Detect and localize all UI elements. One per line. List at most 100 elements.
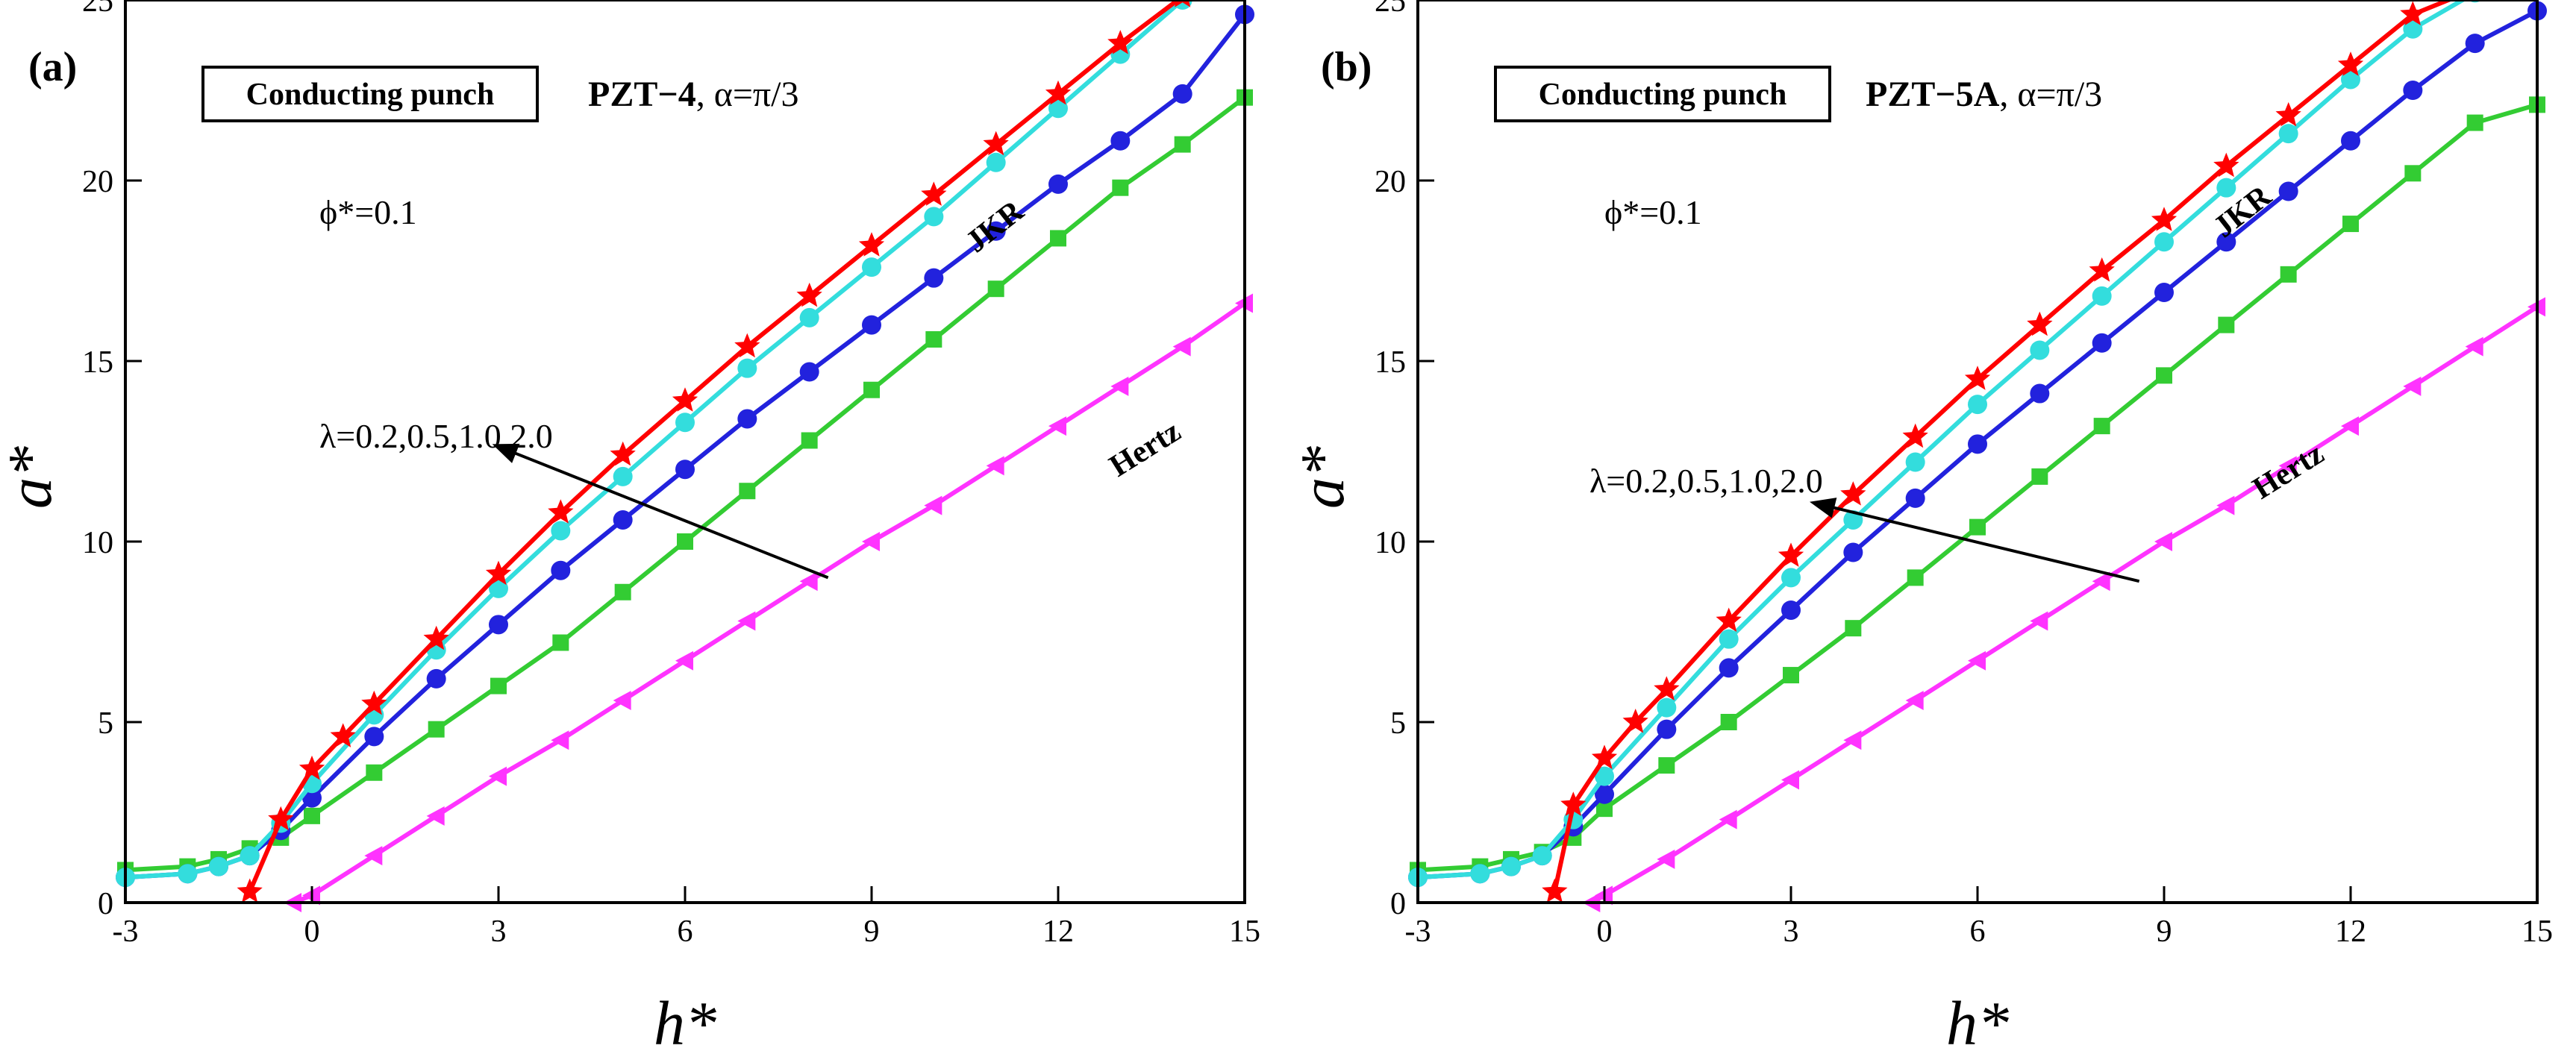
x-tick-label: 9: [2157, 915, 2172, 949]
series-1: [117, 89, 1253, 879]
data-point: [1719, 658, 1739, 678]
data-point: [428, 721, 445, 738]
data-point: [1172, 84, 1192, 104]
y-tick-label: 0: [1390, 887, 1406, 921]
data-point: [2218, 316, 2235, 333]
data-point: [2027, 311, 2053, 336]
data-point: [1112, 179, 1129, 196]
data-point: [1902, 423, 1928, 448]
y-tick-label: 10: [1375, 526, 1406, 560]
data-point: [489, 766, 507, 786]
x-tick-label: 0: [304, 915, 320, 949]
conducting-punch-label: Conducting punch: [246, 78, 495, 112]
data-point: [1175, 0, 1191, 7]
data-point: [1969, 518, 1986, 536]
plot-area: [116, 0, 1254, 912]
y-axis-label: a*: [0, 446, 65, 509]
data-point: [1657, 719, 1677, 739]
data-point: [1719, 629, 1739, 649]
data-point: [799, 571, 818, 592]
y-tick-label: 20: [82, 165, 113, 199]
data-point: [862, 257, 881, 277]
series-line: [125, 0, 1184, 880]
data-point: [2092, 286, 2112, 306]
data-point: [1591, 744, 1618, 769]
series-line: [125, 13, 1247, 880]
data-point: [2465, 336, 2483, 357]
x-tick-label: 12: [1042, 915, 1074, 949]
data-point: [986, 221, 1006, 241]
data-point: [1045, 80, 1072, 105]
data-point: [675, 460, 695, 480]
data-point: [2341, 69, 2360, 90]
data-point: [304, 807, 320, 824]
data-point: [1781, 568, 1801, 588]
data-point: [548, 499, 574, 524]
lambda-label: λ=0.2,0.5,1.0,2.0: [319, 417, 553, 455]
data-point: [2403, 19, 2423, 39]
data-point: [2403, 81, 2423, 100]
data-point: [986, 456, 1004, 476]
data-point: [2278, 181, 2298, 201]
data-point: [1174, 136, 1191, 153]
y-tick-label: 5: [98, 706, 113, 741]
data-point: [2216, 232, 2236, 252]
data-point: [1658, 757, 1675, 774]
phi-label: ϕ*=0.1: [1604, 193, 1702, 231]
data-point: [178, 864, 198, 884]
conducting-punch-box: [201, 66, 539, 122]
data-point: [924, 495, 942, 515]
data-point: [2342, 216, 2359, 233]
data-point: [426, 668, 446, 689]
data-point: [1050, 230, 1066, 247]
data-point: [2093, 418, 2110, 435]
x-tick-label: 12: [2335, 915, 2366, 949]
data-point: [2216, 495, 2235, 515]
data-point: [862, 532, 880, 551]
x-tick-label: 15: [2522, 915, 2553, 949]
data-point: [2092, 333, 2112, 353]
data-point: [1501, 856, 1521, 876]
data-point: [2278, 456, 2297, 476]
axis-ticks: [124, 0, 1246, 904]
data-point: [1654, 676, 1680, 700]
data-point: [983, 131, 1009, 156]
data-point: [2403, 376, 2422, 396]
data-point: [1968, 395, 1987, 415]
data-point: [485, 560, 512, 586]
y-tick-label: 25: [1375, 0, 1406, 19]
data-point: [2465, 34, 2485, 54]
lambda-arrowhead: [492, 443, 520, 463]
x-tick-label: 6: [1970, 915, 1986, 949]
data-point: [1560, 791, 1586, 816]
series-2: [116, 4, 1254, 888]
data-point: [863, 381, 880, 398]
x-tick-label: 9: [864, 915, 880, 949]
data-point: [675, 413, 695, 433]
series-line: [125, 95, 1246, 873]
data-point: [1845, 620, 1862, 637]
lambda-arrowhead: [1810, 498, 1837, 518]
data-point: [986, 152, 1006, 172]
data-point: [1843, 730, 1862, 750]
data-point: [613, 466, 633, 486]
data-point: [1107, 30, 1134, 54]
data-point: [2400, 1, 2426, 25]
data-point: [987, 280, 1004, 298]
data-point: [1172, 336, 1191, 357]
y-tick-label: 15: [1375, 345, 1406, 380]
axis-ticks: [1416, 0, 2539, 904]
x-tick-label: 0: [1597, 915, 1613, 949]
data-point: [364, 846, 383, 866]
data-point: [1048, 416, 1066, 436]
series-3: [1408, 0, 2482, 888]
data-point: [2156, 367, 2172, 384]
data-point: [209, 856, 228, 876]
lambda-arrow: [510, 450, 829, 580]
data-point: [739, 483, 756, 500]
data-point: [1595, 784, 1614, 804]
data-point: [2341, 131, 2360, 151]
data-point: [1781, 770, 1799, 790]
data-point: [489, 615, 508, 635]
